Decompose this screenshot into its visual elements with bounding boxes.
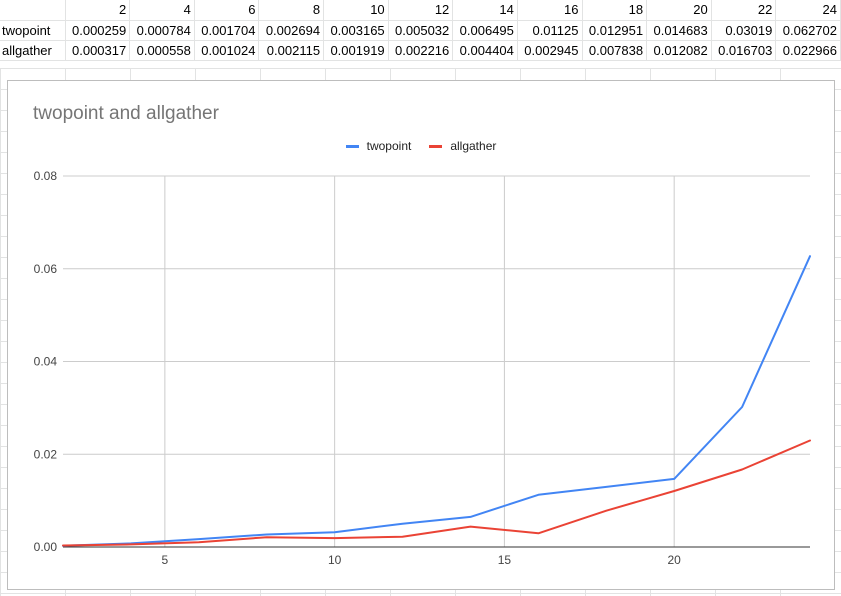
sheet-cell[interactable]: 0.001704	[194, 20, 260, 41]
sheet-cell[interactable]: 0.062702	[775, 20, 841, 41]
x-tick-label: 5	[162, 553, 169, 567]
sheet-cell[interactable]: 0.012082	[646, 40, 712, 61]
y-tick-label: 0.06	[34, 262, 58, 276]
chart-legend: twopoint allgather	[8, 139, 834, 153]
sheet-cell[interactable]: 0.012951	[582, 20, 648, 41]
sheet-cell[interactable]: 0.001919	[323, 40, 389, 61]
sheet-cell[interactable]: 0.002115	[258, 40, 325, 61]
y-tick-label: 0.04	[34, 355, 58, 369]
sheet-cell[interactable]	[0, 0, 66, 21]
sheet-cell[interactable]: 0.01125	[517, 20, 583, 41]
sheet-cell[interactable]: 0.001024	[194, 40, 260, 61]
series-line-allgather	[62, 439, 811, 547]
sheet-cell[interactable]: 10	[323, 0, 389, 21]
sheet-cell[interactable]: twopoint	[0, 20, 66, 41]
sheet-cell[interactable]: 0.014683	[646, 20, 712, 41]
x-tick-label: 10	[328, 553, 342, 567]
sheet-cell[interactable]: 0.007838	[582, 40, 648, 61]
sheet-cell[interactable]: 2	[65, 0, 131, 21]
sheet-cell[interactable]: 0.000784	[129, 20, 195, 41]
x-tick-label: 15	[498, 553, 512, 567]
sheet-cell[interactable]: 0.022966	[775, 40, 841, 61]
legend-item-twopoint: twopoint	[345, 139, 412, 153]
sheet-cell[interactable]: 0.000259	[65, 20, 131, 41]
sheet-cell[interactable]: 12	[388, 0, 454, 21]
chart-title: twopoint and allgather	[33, 103, 219, 124]
x-tick-label: 20	[668, 553, 682, 567]
y-tick-label: 0.00	[34, 540, 58, 554]
sheet-cell[interactable]: 0.000317	[65, 40, 131, 61]
sheet-cell[interactable]: 8	[258, 0, 325, 21]
sheet-header-row: 2 4 6 8 10 12 14 16 18 20 22 24	[0, 0, 841, 21]
spreadsheet-table: 2 4 6 8 10 12 14 16 18 20 22 24 twopoint 0.000259 0.00…	[0, 0, 841, 61]
sheet-cell[interactable]: 4	[129, 0, 195, 21]
chart-card[interactable]: twopoint and allgather twopoint allgathe…	[7, 80, 835, 590]
legend-label-allgather: allgather	[450, 139, 497, 153]
legend-item-allgather: allgather	[429, 139, 496, 153]
sheet-cell[interactable]: 18	[582, 0, 648, 21]
sheet-cell[interactable]: 14	[452, 0, 518, 21]
sheet-cell[interactable]: 0.000558	[129, 40, 195, 61]
sheet-cell[interactable]: 0.002216	[388, 40, 454, 61]
legend-label-twopoint: twopoint	[366, 139, 412, 153]
sheet-cell[interactable]: 0.002694	[258, 20, 325, 41]
sheet-row: allgather 0.000317 0.000558 0.001024 0.00211…	[0, 40, 841, 61]
y-tick-label: 0.08	[34, 169, 58, 183]
sheet-row: twopoint 0.000259 0.000784 0.001704 0.002694…	[0, 20, 841, 41]
sheet-cell[interactable]: 24	[775, 0, 841, 21]
legend-swatch-allgather	[429, 144, 443, 148]
sheet-cell[interactable]: 0.03019	[711, 20, 777, 41]
sheet-cell[interactable]: 22	[711, 0, 777, 21]
sheet-cell[interactable]: 0.006495	[452, 20, 518, 41]
sheet-cell[interactable]: 0.003165	[323, 20, 389, 41]
sheet-cell[interactable]: 0.004404	[452, 40, 518, 61]
sheet-cell[interactable]: 0.005032	[388, 20, 454, 41]
series-line-twopoint	[62, 255, 811, 547]
sheet-cell[interactable]: 16	[517, 0, 583, 21]
sheet-cell[interactable]: 0.002945	[517, 40, 583, 61]
sheet-cell[interactable]: 6	[194, 0, 260, 21]
legend-swatch-twopoint	[345, 144, 359, 148]
sheet-cell[interactable]: 0.016703	[711, 40, 777, 61]
sheet-cell[interactable]: allgather	[0, 40, 66, 61]
sheet-cell[interactable]: 20	[646, 0, 712, 21]
y-tick-label: 0.02	[34, 447, 58, 461]
line-chart: 0.00 0.02 0.04 0.06 0.08 5 10 15 20	[34, 169, 811, 567]
